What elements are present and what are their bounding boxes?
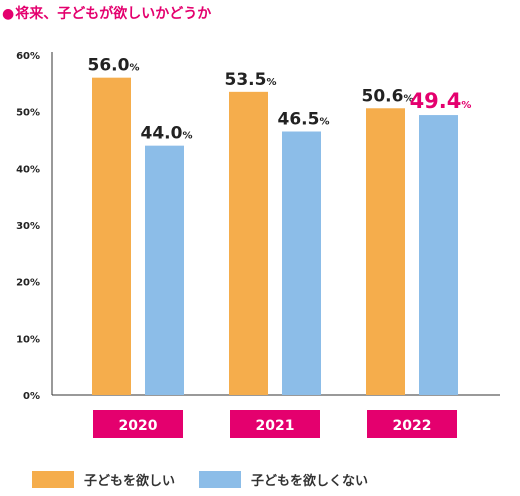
category-tag <box>93 410 183 438</box>
chart-title: ●将来、子どもが欲しいかどうか <box>2 3 211 23</box>
data-label: 50.6% <box>362 86 414 106</box>
legend: 子どもを欲しい 子どもを欲しくない <box>32 470 392 489</box>
bar-not-want <box>145 145 184 395</box>
y-tick-label: 20% <box>16 278 40 289</box>
data-label: 46.5% <box>278 110 330 130</box>
data-label: 56.0% <box>88 56 140 76</box>
legend-label-not-want: 子どもを欲しくない <box>251 474 369 489</box>
y-tick-label: 60% <box>16 51 40 62</box>
title-marker: ● <box>2 6 15 22</box>
x-tick-label: 2020 <box>119 418 158 434</box>
bar-want <box>229 91 268 395</box>
legend-item-want: 子どもを欲しい <box>32 470 175 489</box>
x-tick-label: 2022 <box>393 418 432 434</box>
bar-not-want <box>419 115 458 396</box>
category-tag <box>367 410 457 438</box>
data-label: 53.5% <box>225 70 277 90</box>
chart-title-text: 将来、子どもが欲しいかどうか <box>15 6 212 22</box>
y-tick-label: 50% <box>16 108 40 119</box>
y-tick-label: 40% <box>16 164 40 175</box>
y-tick-label: 10% <box>16 334 40 345</box>
x-tick-label: 2021 <box>256 418 295 434</box>
legend-swatch-not-want <box>199 471 242 488</box>
bar-want <box>92 77 131 396</box>
bar-not-want <box>282 131 321 395</box>
legend-label-want: 子どもを欲しい <box>84 474 176 489</box>
data-label: 44.0% <box>141 124 193 144</box>
legend-item-not-want: 子どもを欲しくない <box>199 470 368 489</box>
legend-swatch-want <box>32 471 74 488</box>
bar-want <box>366 108 405 396</box>
category-tag <box>230 410 320 438</box>
data-label: 49.4% <box>410 89 472 113</box>
y-tick-label: 0% <box>23 391 40 402</box>
y-tick-label: 30% <box>16 221 40 232</box>
